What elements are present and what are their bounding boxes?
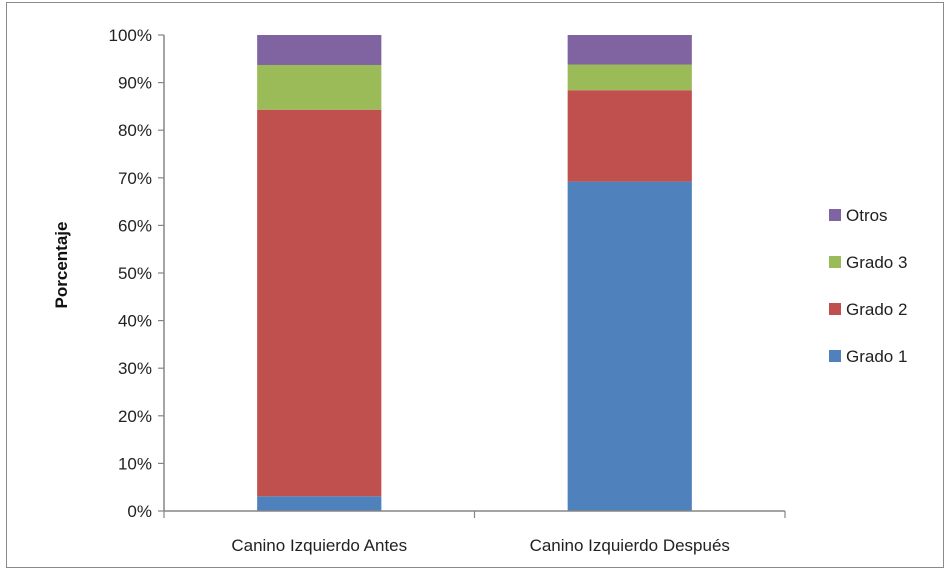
legend-label-otros: Otros: [846, 206, 888, 225]
x-tick-label-canino-izquierdo-antes: Canino Izquierdo Antes: [231, 536, 407, 555]
y-axis-title: Porcentaje: [52, 222, 71, 309]
bar-grado-1-canino-izquierdo-antes: [257, 496, 382, 511]
legend-label-grado-2: Grado 2: [846, 300, 907, 319]
y-tick-label: 100%: [109, 26, 152, 45]
legend-label-grado-3: Grado 3: [846, 253, 907, 272]
axes: [158, 34, 786, 518]
y-tick-labels: 0% 10% 20% 30% 40% 50% 60% 70% 80% 90% 100%: [109, 26, 152, 521]
bar-grado-3-canino-izquierdo-despues: [567, 64, 692, 91]
bar-grado-3-canino-izquierdo-antes: [257, 64, 382, 110]
y-tick-label: 0%: [127, 502, 152, 521]
bar-grado-1-canino-izquierdo-despues: [567, 181, 692, 511]
legend-swatch-grado-3: [829, 256, 841, 268]
chart-frame: 0% 10% 20% 30% 40% 50% 60% 70% 80% 90% 100% Canino…: [6, 2, 944, 568]
legend: Otros Grado 3 Grado 2 Grado 1: [829, 206, 907, 366]
legend-label-grado-1: Grado 1: [846, 347, 907, 366]
legend-swatch-grado-1: [829, 350, 841, 362]
y-tick-label: 60%: [118, 216, 152, 235]
y-tick-label: 10%: [118, 454, 152, 473]
y-tick-label: 40%: [118, 312, 152, 331]
y-tick-label: 20%: [118, 407, 152, 426]
x-tick-label-canino-izquierdo-despues: Canino Izquierdo Después: [530, 536, 730, 555]
y-tick-label: 80%: [118, 121, 152, 140]
y-tick-label: 30%: [118, 359, 152, 378]
bar-otros-canino-izquierdo-despues: [567, 35, 692, 65]
y-tick-label: 90%: [118, 74, 152, 93]
bar-grado-2-canino-izquierdo-despues: [567, 90, 692, 182]
y-tick-label: 50%: [118, 264, 152, 283]
x-tick-labels: Canino Izquierdo Antes Canino Izquierdo D…: [231, 536, 730, 555]
legend-swatch-otros: [829, 209, 841, 221]
legend-swatch-grado-2: [829, 303, 841, 315]
bar-grado-2-canino-izquierdo-antes: [257, 109, 382, 497]
bar-otros-canino-izquierdo-antes: [257, 35, 382, 65]
y-tick-label: 70%: [118, 169, 152, 188]
stacked-bar-chart: 0% 10% 20% 30% 40% 50% 60% 70% 80% 90% 100% Canino…: [52, 26, 907, 555]
bars-layer: [257, 35, 692, 511]
